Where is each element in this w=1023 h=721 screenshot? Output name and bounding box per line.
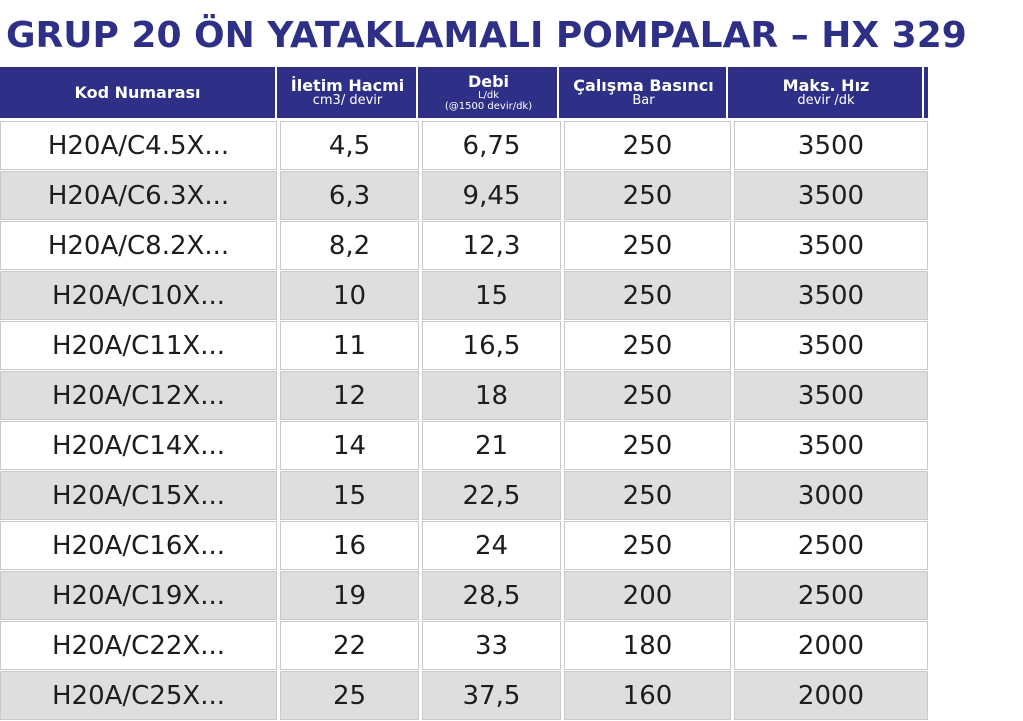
cell-pressure: 250 [564, 321, 731, 370]
cell-code: H20A/C15X... [0, 471, 277, 520]
cell-code: H20A/C6.3X... [0, 171, 277, 220]
cell-max-speed: 3500 [734, 421, 928, 470]
table-row: H20A/C10X... 10 15 250 3500 [0, 271, 928, 320]
cell-displacement: 22 [280, 621, 419, 670]
cell-pressure: 250 [564, 471, 731, 520]
cell-pressure: 160 [564, 671, 731, 720]
table-header: Kod Numarası İletim Hacmi cm3/ devir Deb… [0, 67, 928, 118]
cell-max-speed: 3500 [734, 171, 928, 220]
header-displacement-label: İletim Hacmi [290, 75, 405, 95]
table-row: H20A/C4.5X... 4,5 6,75 250 3500 [0, 121, 928, 170]
cell-flow: 24 [422, 521, 561, 570]
header-flow-unit: L/dk [477, 90, 500, 102]
cell-flow: 22,5 [422, 471, 561, 520]
cell-pressure: 180 [564, 621, 731, 670]
cell-code: H20A/C12X... [0, 371, 277, 420]
cell-pressure: 200 [564, 571, 731, 620]
table-body: H20A/C4.5X... 4,5 6,75 250 3500 H20A/C6.3X...… [0, 121, 928, 720]
table-row: H20A/C16X... 16 24 250 2500 [0, 521, 928, 570]
cell-flow: 33 [422, 621, 561, 670]
cell-code: H20A/C22X... [0, 621, 277, 670]
cell-max-speed: 3500 [734, 271, 928, 320]
cell-code: H20A/C10X... [0, 271, 277, 320]
cell-flow: 18 [422, 371, 561, 420]
cell-displacement: 25 [280, 671, 419, 720]
cell-pressure: 250 [564, 171, 731, 220]
cell-flow: 21 [422, 421, 561, 470]
table-row: H20A/C12X... 12 18 250 3500 [0, 371, 928, 420]
cell-displacement: 4,5 [280, 121, 419, 170]
cell-pressure: 250 [564, 221, 731, 270]
cell-pressure: 250 [564, 271, 731, 320]
cell-max-speed: 3500 [734, 321, 928, 370]
header-code: Kod Numarası [0, 67, 277, 118]
cell-flow: 28,5 [422, 571, 561, 620]
cell-pressure: 250 [564, 521, 731, 570]
header-max-speed: Maks. Hız devir /dk [730, 67, 924, 118]
cell-max-speed: 3500 [734, 221, 928, 270]
table-row: H20A/C15X... 15 22,5 250 3000 [0, 471, 928, 520]
cell-max-speed: 3000 [734, 471, 928, 520]
table-row: H20A/C14X... 14 21 250 3500 [0, 421, 928, 470]
cell-code: H20A/C8.2X... [0, 221, 277, 270]
cell-max-speed: 3500 [734, 121, 928, 170]
header-max-speed-label: Maks. Hız [782, 75, 870, 95]
cell-max-speed: 2000 [734, 621, 928, 670]
header-displacement-unit: cm3/ devir [312, 93, 383, 109]
cell-displacement: 16 [280, 521, 419, 570]
cell-displacement: 14 [280, 421, 419, 470]
header-flow-note: (@1500 devir/dk) [444, 101, 533, 113]
cell-code: H20A/C11X... [0, 321, 277, 370]
cell-code: H20A/C14X... [0, 421, 277, 470]
cell-displacement: 10 [280, 271, 419, 320]
cell-displacement: 11 [280, 321, 419, 370]
header-pressure-unit: Bar [632, 93, 655, 109]
cell-flow: 9,45 [422, 171, 561, 220]
cell-pressure: 250 [564, 371, 731, 420]
page-title: GRUP 20 ÖN YATAKLAMALI POMPALAR – HX 329 [6, 15, 967, 56]
header-max-speed-unit: devir /dk [797, 93, 855, 109]
cell-flow: 6,75 [422, 121, 561, 170]
pump-table: Kod Numarası İletim Hacmi cm3/ devir Deb… [0, 67, 928, 721]
cell-code: H20A/C4.5X... [0, 121, 277, 170]
header-pressure: Çalışma Basıncı Bar [561, 67, 728, 118]
cell-flow: 15 [422, 271, 561, 320]
table-row: H20A/C11X... 11 16,5 250 3500 [0, 321, 928, 370]
cell-displacement: 8,2 [280, 221, 419, 270]
header-flow: Debi L/dk (@1500 devir/dk) [420, 67, 559, 118]
cell-code: H20A/C25X... [0, 671, 277, 720]
table-row: H20A/C19X... 19 28,5 200 2500 [0, 571, 928, 620]
table-row: H20A/C22X... 22 33 180 2000 [0, 621, 928, 670]
cell-code: H20A/C16X... [0, 521, 277, 570]
cell-displacement: 15 [280, 471, 419, 520]
cell-pressure: 250 [564, 121, 731, 170]
cell-max-speed: 2000 [734, 671, 928, 720]
cell-max-speed: 2500 [734, 521, 928, 570]
header-displacement: İletim Hacmi cm3/ devir [279, 67, 418, 118]
table-row: H20A/C25X... 25 37,5 160 2000 [0, 671, 928, 720]
table-row: H20A/C8.2X... 8,2 12,3 250 3500 [0, 221, 928, 270]
cell-displacement: 6,3 [280, 171, 419, 220]
header-pressure-label: Çalışma Basıncı [573, 75, 714, 95]
cell-flow: 37,5 [422, 671, 561, 720]
header-code-label: Kod Numarası [74, 82, 201, 102]
cell-max-speed: 3500 [734, 371, 928, 420]
cell-pressure: 250 [564, 421, 731, 470]
cell-displacement: 12 [280, 371, 419, 420]
cell-displacement: 19 [280, 571, 419, 620]
cell-flow: 16,5 [422, 321, 561, 370]
cell-max-speed: 2500 [734, 571, 928, 620]
table-row: H20A/C6.3X... 6,3 9,45 250 3500 [0, 171, 928, 220]
cell-flow: 12,3 [422, 221, 561, 270]
header-flow-label: Debi [467, 71, 510, 91]
cell-code: H20A/C19X... [0, 571, 277, 620]
